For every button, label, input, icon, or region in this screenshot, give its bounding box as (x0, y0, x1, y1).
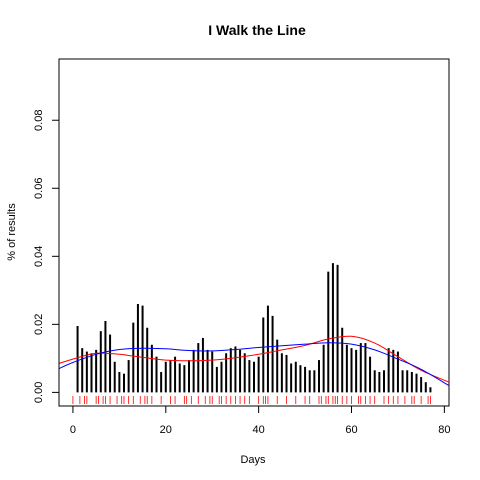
chart-title: I Walk the Line (208, 22, 306, 38)
rug-marks (72, 396, 431, 404)
x-tick-label: 0 (70, 424, 76, 436)
x-tick-label: 60 (345, 424, 357, 436)
y-axis-label: % of results (6, 203, 18, 261)
x-tick-label: 40 (253, 424, 265, 436)
series-line (58, 342, 450, 387)
series-line (58, 335, 450, 383)
bars (76, 263, 432, 393)
x-tick-label: 80 (438, 424, 450, 436)
x-axis-label: Days (240, 454, 266, 466)
y-tick-label: 0.08 (33, 110, 45, 131)
y-tick-label: 0.04 (33, 246, 45, 267)
smooth-lines (58, 335, 450, 387)
y-axis: 0.00 0.02 0.04 0.06 0.08 (33, 110, 60, 403)
y-tick-label: 0.06 (33, 178, 45, 199)
x-axis: 0 20 40 60 80 (70, 405, 450, 436)
y-tick-label: 0.02 (33, 314, 45, 335)
x-tick-label: 20 (160, 424, 172, 436)
y-tick-label: 0.00 (33, 382, 45, 403)
